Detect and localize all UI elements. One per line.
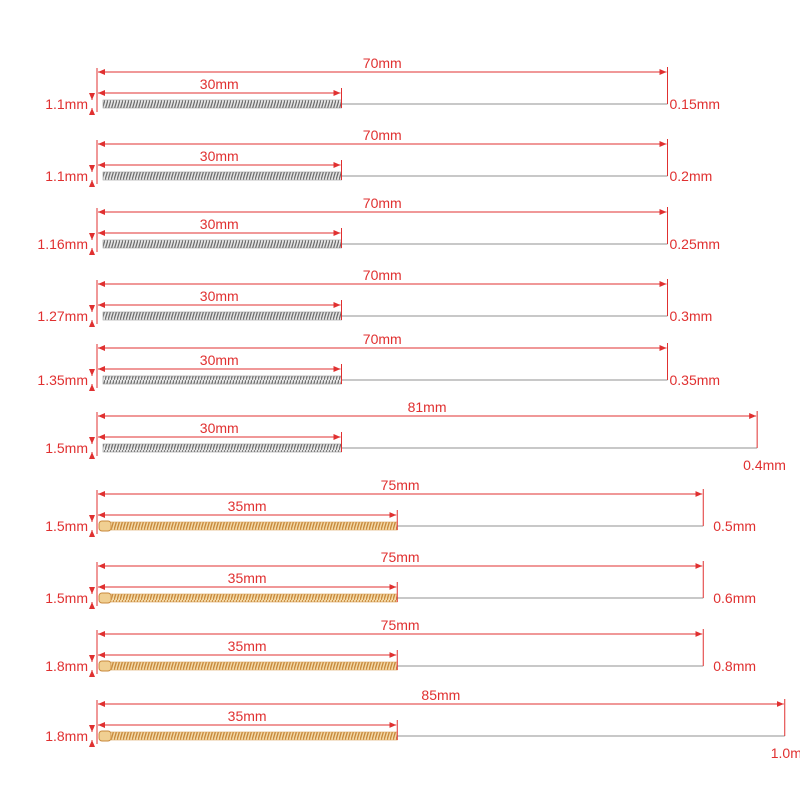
probe-row: 70mm 30mm 1.16mm 0.25mm (37, 195, 721, 255)
wire-diameter-label: 0.2mm (670, 168, 713, 184)
total-length-label: 70mm (363, 127, 402, 143)
spring-length-label: 30mm (200, 288, 239, 304)
probe-spring (102, 99, 342, 109)
spring-length-label: 30mm (200, 352, 239, 368)
probe-spring (102, 375, 342, 385)
spring-length-label: 30mm (200, 76, 239, 92)
wire-diameter-label: 0.3mm (670, 308, 713, 324)
probe-spring (102, 311, 342, 321)
wire-diameter-label: 0.35mm (670, 372, 721, 388)
total-length-label: 70mm (363, 55, 402, 71)
spring-diameter-label: 1.5mm (45, 590, 88, 606)
probe-head (98, 520, 112, 532)
probe-row: 70mm 30mm 1.1mm 0.15mm (45, 55, 721, 115)
probe-head (98, 730, 112, 742)
wire-diameter-label: 0.25mm (670, 236, 721, 252)
wire-diameter-label: 0.8mm (713, 658, 756, 674)
wire-diameter-label: 1.0mm (771, 745, 800, 761)
total-length-label: 70mm (363, 331, 402, 347)
wire-diameter-label: 0.5mm (713, 518, 756, 534)
spring-diameter-label: 1.16mm (37, 236, 88, 252)
total-length-label: 75mm (381, 549, 420, 565)
probe-row: 75mm 35mm 1.5mm 0.6mm (45, 549, 756, 609)
total-length-label: 70mm (363, 195, 402, 211)
spring-length-label: 35mm (228, 638, 267, 654)
probe-head (98, 592, 112, 604)
spring-diameter-label: 1.1mm (45, 168, 88, 184)
total-length-label: 85mm (421, 687, 460, 703)
spring-length-label: 30mm (200, 216, 239, 232)
probe-spring (110, 731, 398, 741)
total-length-label: 70mm (363, 267, 402, 283)
probe-row: 75mm 35mm 1.5mm 0.5mm (45, 477, 756, 537)
spring-length-label: 35mm (228, 498, 267, 514)
wire-diameter-label: 0.6mm (713, 590, 756, 606)
probe-row: 81mm 30mm 1.5mm 0.4mm (45, 399, 786, 473)
spring-length-label: 30mm (200, 420, 239, 436)
probe-row: 70mm 30mm 1.27mm 0.3mm (37, 267, 713, 327)
probe-row: 70mm 30mm 1.1mm 0.2mm (45, 127, 713, 187)
probe-spring (102, 171, 342, 181)
spring-diameter-label: 1.8mm (45, 728, 88, 744)
probe-head (98, 660, 112, 672)
spring-length-label: 35mm (228, 708, 267, 724)
total-length-label: 75mm (381, 477, 420, 493)
probe-row: 70mm 30mm 1.35mm 0.35mm (37, 331, 721, 391)
total-length-label: 81mm (408, 399, 447, 415)
spring-length-label: 35mm (228, 570, 267, 586)
wire-diameter-label: 0.15mm (670, 96, 721, 112)
probe-spring (110, 661, 398, 671)
spring-diameter-label: 1.27mm (37, 308, 88, 324)
spring-diameter-label: 1.1mm (45, 96, 88, 112)
wire-diameter-label: 0.4mm (743, 457, 786, 473)
spring-length-label: 30mm (200, 148, 239, 164)
spring-diameter-label: 1.35mm (37, 372, 88, 388)
total-length-label: 75mm (381, 617, 420, 633)
probe-row: 75mm 35mm 1.8mm 0.8mm (45, 617, 756, 677)
probe-spring (102, 239, 342, 249)
probe-row: 85mm 35mm 1.8mm 1.0mm (45, 687, 800, 761)
spring-diameter-label: 1.5mm (45, 440, 88, 456)
probe-spring (110, 593, 398, 603)
probe-spring (102, 443, 342, 453)
probe-spring (110, 521, 398, 531)
spring-diameter-label: 1.8mm (45, 658, 88, 674)
spring-diameter-label: 1.5mm (45, 518, 88, 534)
